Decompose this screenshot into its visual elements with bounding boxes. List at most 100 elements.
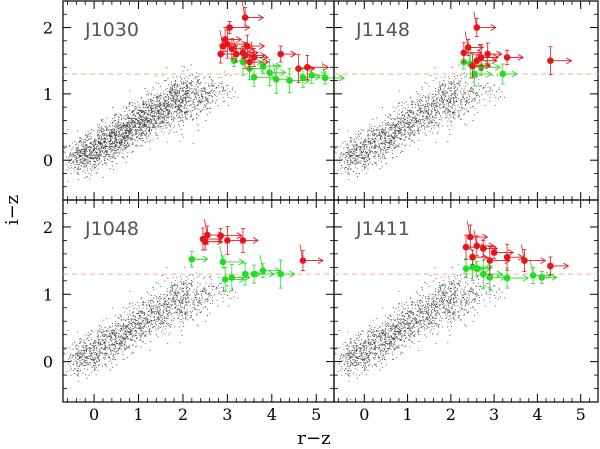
- red-point-arrowhead: [490, 24, 497, 31]
- red-point-point: [226, 24, 233, 31]
- red-point: [232, 37, 256, 63]
- red-point: [477, 43, 500, 71]
- green-point-point: [266, 69, 273, 76]
- red-point-arrowhead: [263, 58, 270, 66]
- red-point-arrowhead: [517, 253, 524, 261]
- red-point: [244, 34, 266, 58]
- green-point-point: [486, 274, 494, 281]
- red-point: [473, 11, 497, 37]
- x-tick-label: 2: [178, 405, 188, 424]
- green-point-point: [219, 258, 227, 266]
- stellar-locus-cloud: [334, 64, 505, 199]
- red-point-arrowhead: [236, 232, 243, 240]
- panel-j1411: 0 1 2 3 4 5 J1411: [333, 199, 599, 424]
- stellar-locus-cloud: [63, 264, 239, 401]
- y-tick-label: 1: [43, 85, 53, 104]
- red-point-arrowhead: [507, 249, 515, 256]
- red-point: [460, 42, 483, 64]
- red-point: [299, 244, 324, 272]
- green-point-point: [259, 267, 267, 275]
- green-point: [250, 264, 275, 284]
- red-point: [521, 244, 547, 273]
- green-point-arrowhead: [238, 258, 245, 266]
- green-point-arrowhead: [280, 69, 287, 77]
- green-point-point: [499, 70, 507, 78]
- red-point-point: [299, 257, 307, 264]
- red-point-point: [480, 245, 487, 252]
- red-point: [503, 49, 524, 65]
- green-point-point: [480, 270, 487, 278]
- green-point-arrowhead: [289, 270, 296, 278]
- green-point-arrowhead: [268, 270, 275, 278]
- panel-label: J1148: [355, 19, 410, 41]
- red-point-point: [477, 54, 485, 61]
- red-point: [464, 31, 485, 56]
- red-point: [239, 227, 259, 253]
- red-point-point: [250, 54, 258, 61]
- green-point-point: [272, 75, 280, 83]
- red-point-arrowhead: [491, 57, 498, 65]
- green-point-arrowhead: [338, 74, 345, 82]
- x-tick-label: 5: [576, 405, 586, 424]
- y-axis-label: i−z: [2, 195, 23, 225]
- y-tick-label: 2: [43, 218, 53, 237]
- red-point-arrowhead: [482, 253, 489, 261]
- red-point-arrowhead: [485, 62, 492, 70]
- x-tick-label: 4: [267, 405, 277, 424]
- green-point-arrowhead: [238, 276, 246, 283]
- green-point: [219, 245, 245, 269]
- red-point-point: [221, 36, 229, 43]
- green-point: [259, 254, 281, 279]
- red-point-point: [246, 58, 253, 66]
- green-point-point: [277, 270, 284, 278]
- green-point: [286, 68, 311, 93]
- green-point-point: [529, 272, 537, 279]
- red-point-arrowhead: [496, 50, 503, 58]
- green-point: [321, 61, 345, 85]
- red-point-point: [469, 253, 476, 261]
- green-point: [503, 267, 529, 289]
- red-point-point: [232, 50, 240, 58]
- green-point-point: [250, 270, 258, 278]
- stellar-locus-cloud: [63, 64, 239, 199]
- red-point-point: [462, 243, 470, 251]
- red-point: [486, 246, 511, 276]
- panel-frame: [333, 199, 599, 403]
- red-point-arrowhead: [309, 65, 316, 73]
- red-point: [226, 21, 251, 34]
- red-point-point: [239, 237, 247, 244]
- red-point-arrowhead: [259, 42, 266, 50]
- red-point-point: [467, 233, 474, 241]
- red-point: [201, 233, 224, 251]
- x-tick-label: 0: [359, 405, 369, 424]
- green-point-arrowhead: [497, 270, 504, 278]
- green-point: [277, 259, 296, 289]
- green-point: [538, 271, 558, 284]
- y-tick-label: 1: [43, 285, 53, 304]
- red-point-arrowhead: [504, 257, 511, 264]
- green-point-point: [538, 274, 546, 281]
- red-point-point: [503, 253, 511, 261]
- green-point: [499, 63, 518, 85]
- red-point-point: [484, 50, 491, 58]
- red-point-point: [521, 257, 528, 264]
- red-point: [503, 243, 524, 271]
- red-point-point: [464, 44, 472, 51]
- red-point-point: [473, 242, 481, 250]
- red-point-arrowhead: [317, 257, 324, 264]
- red-point-point: [241, 14, 249, 21]
- red-point-arrowhead: [540, 257, 547, 264]
- red-point: [241, 1, 265, 28]
- green-point-arrowhead: [551, 274, 558, 281]
- red-point-point: [304, 64, 311, 71]
- panel-label: J1048: [84, 218, 139, 240]
- green-point-arrowhead: [522, 274, 529, 282]
- red-point-arrowhead: [488, 242, 495, 250]
- red-point-point: [473, 24, 481, 31]
- red-point: [277, 45, 297, 63]
- red-point-point: [224, 237, 231, 244]
- red-point-point: [201, 238, 209, 246]
- red-point-point: [244, 42, 251, 50]
- red-point-arrowhead: [517, 53, 524, 61]
